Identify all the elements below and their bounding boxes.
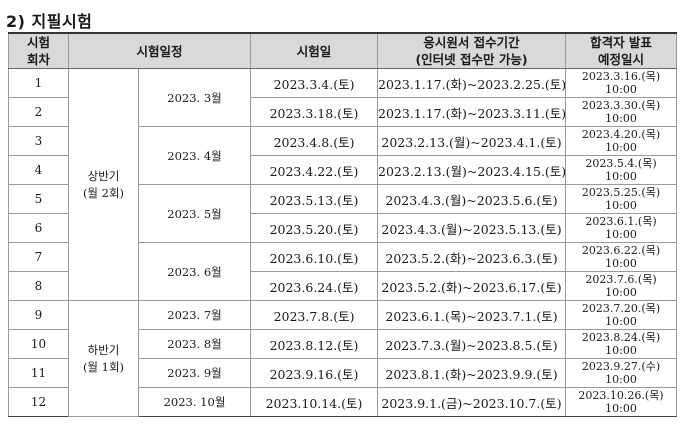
exam-date-cell: 2023.6.10.(토): [250, 242, 379, 272]
exam-date-cell: 2023.5.13.(토): [250, 184, 379, 214]
application-cell: 2023.2.13.(월)~2023.4.1.(토): [377, 126, 567, 156]
month-cell: 2023. 10월: [137, 387, 252, 417]
exam-date-cell: 2023.9.16.(토): [250, 358, 379, 388]
exam-date-cell: 2023.8.12.(토): [250, 329, 379, 359]
round-cell: 8: [8, 271, 69, 301]
application-cell: 2023.1.17.(화)~2023.2.25.(토): [377, 68, 567, 98]
exam-date-cell: 2023.3.18.(토): [250, 97, 379, 127]
announce-cell: 2023.9.27.(수) 10:00: [565, 358, 678, 388]
round-cell: 9: [8, 300, 69, 330]
round-cell: 3: [8, 126, 69, 156]
announce-cell: 2023.7.20.(목) 10:00: [565, 300, 678, 330]
table-row: 1 상반기 (월 2회) 2023. 3월 2023.3.4.(토) 2023.…: [8, 68, 678, 301]
half-second-cell: 하반기 (월 1회): [68, 300, 139, 417]
table-row: 7 2023. 6월 2023.6.10.(토) 2023.5.2.(화)~20…: [8, 242, 678, 301]
application-cell: 2023.7.3.(월)~2023.8.5.(토): [377, 329, 567, 359]
month-cell: 2023. 5월: [137, 184, 252, 243]
round-cell: 7: [8, 242, 69, 272]
exam-date-cell: 2023.3.4.(토): [250, 68, 379, 98]
announce-cell: 2023.3.16.(목) 10:00: [565, 68, 678, 98]
announce-cell: 2023.8.24.(목) 10:00: [565, 329, 678, 359]
month-cell: 2023. 9월: [137, 358, 252, 388]
round-cell: 5: [8, 184, 69, 214]
announce-cell: 2023.6.1.(목) 10:00: [565, 213, 678, 243]
header-round: 시험 회차: [8, 32, 69, 69]
header-row: 시험 회차 시험일정 시험일 응시원서 접수기간 (인터넷 접수만 가능) 합격…: [8, 32, 678, 69]
month-cell: 2023. 8월: [137, 329, 252, 359]
table-row: 9 하반기 (월 1회) 2023. 7월 2023.7.8.(토) 2023.…: [8, 300, 678, 417]
announce-cell: 2023.7.6.(목) 10:00: [565, 271, 678, 301]
month-cell: 2023. 3월: [137, 68, 252, 127]
exam-date-cell: 2023.10.14.(토): [250, 387, 379, 417]
exam-date-cell: 2023.6.24.(토): [250, 271, 379, 301]
round-cell: 12: [8, 387, 69, 417]
table-row: 3 2023. 4월 2023.4.8.(토) 2023.2.13.(월)~20…: [8, 126, 678, 185]
application-cell: 2023.9.1.(금)~2023.10.7.(토): [377, 387, 567, 417]
month-cell: 2023. 4월: [137, 126, 252, 185]
application-cell: 2023.4.3.(월)~2023.5.13.(토): [377, 213, 567, 243]
table-row: 5 2023. 5월 2023.5.13.(토) 2023.4.3.(월)~20…: [8, 184, 678, 243]
announce-cell: 2023.3.30.(목) 10:00: [565, 97, 678, 127]
application-cell: 2023.4.3.(월)~2023.5.6.(토): [377, 184, 567, 214]
round-cell: 1: [8, 68, 69, 98]
application-cell: 2023.5.2.(화)~2023.6.17.(토): [377, 271, 567, 301]
half-first-cell: 상반기 (월 2회): [68, 68, 139, 301]
round-cell: 4: [8, 155, 69, 185]
header-schedule: 시험일정: [67, 32, 252, 69]
round-cell: 11: [8, 358, 69, 388]
exam-date-cell: 2023.7.8.(토): [250, 300, 379, 330]
table-row: 6 2023.5.20.(토) 2023.4.3.(월)~2023.5.13.(…: [8, 213, 678, 243]
month-cell: 2023. 7월: [137, 300, 252, 330]
announce-cell: 2023.5.4.(목) 10:00: [565, 155, 678, 185]
table-row: 11 2023. 9월 2023.9.16.(토) 2023.8.1.(화)~2…: [8, 358, 678, 388]
exam-schedule-table: 시험 회차 시험일정 시험일 응시원서 접수기간 (인터넷 접수만 가능) 합격…: [8, 32, 678, 417]
application-cell: 2023.6.1.(목)~2023.7.1.(토): [377, 300, 567, 330]
header-exam-date: 시험일: [250, 32, 379, 69]
announce-cell: 2023.6.22.(목) 10:00: [565, 242, 678, 272]
exam-date-cell: 2023.4.22.(토): [250, 155, 379, 185]
application-cell: 2023.2.13.(월)~2023.4.15.(토): [377, 155, 567, 185]
header-announce: 합격자 발표 예정일시: [565, 32, 678, 69]
round-cell: 2: [8, 97, 69, 127]
announce-cell: 2023.4.20.(목) 10:00: [565, 126, 678, 156]
section-title: 2) 지필시험: [6, 12, 93, 31]
month-cell: 2023. 6월: [137, 242, 252, 301]
table-row: 12 2023. 10월 2023.10.14.(토) 2023.9.1.(금)…: [8, 387, 678, 417]
application-cell: 2023.1.17.(화)~2023.3.11.(토): [377, 97, 567, 127]
header-application-period: 응시원서 접수기간 (인터넷 접수만 가능): [377, 32, 567, 69]
application-cell: 2023.8.1.(화)~2023.9.9.(토): [377, 358, 567, 388]
application-cell: 2023.5.2.(화)~2023.6.3.(토): [377, 242, 567, 272]
round-cell: 10: [8, 329, 69, 359]
announce-cell: 2023.10.26.(목) 10:00: [565, 387, 678, 417]
announce-cell: 2023.5.25.(목) 10:00: [565, 184, 678, 214]
exam-date-cell: 2023.4.8.(토): [250, 126, 379, 156]
round-cell: 6: [8, 213, 69, 243]
exam-date-cell: 2023.5.20.(토): [250, 213, 379, 243]
